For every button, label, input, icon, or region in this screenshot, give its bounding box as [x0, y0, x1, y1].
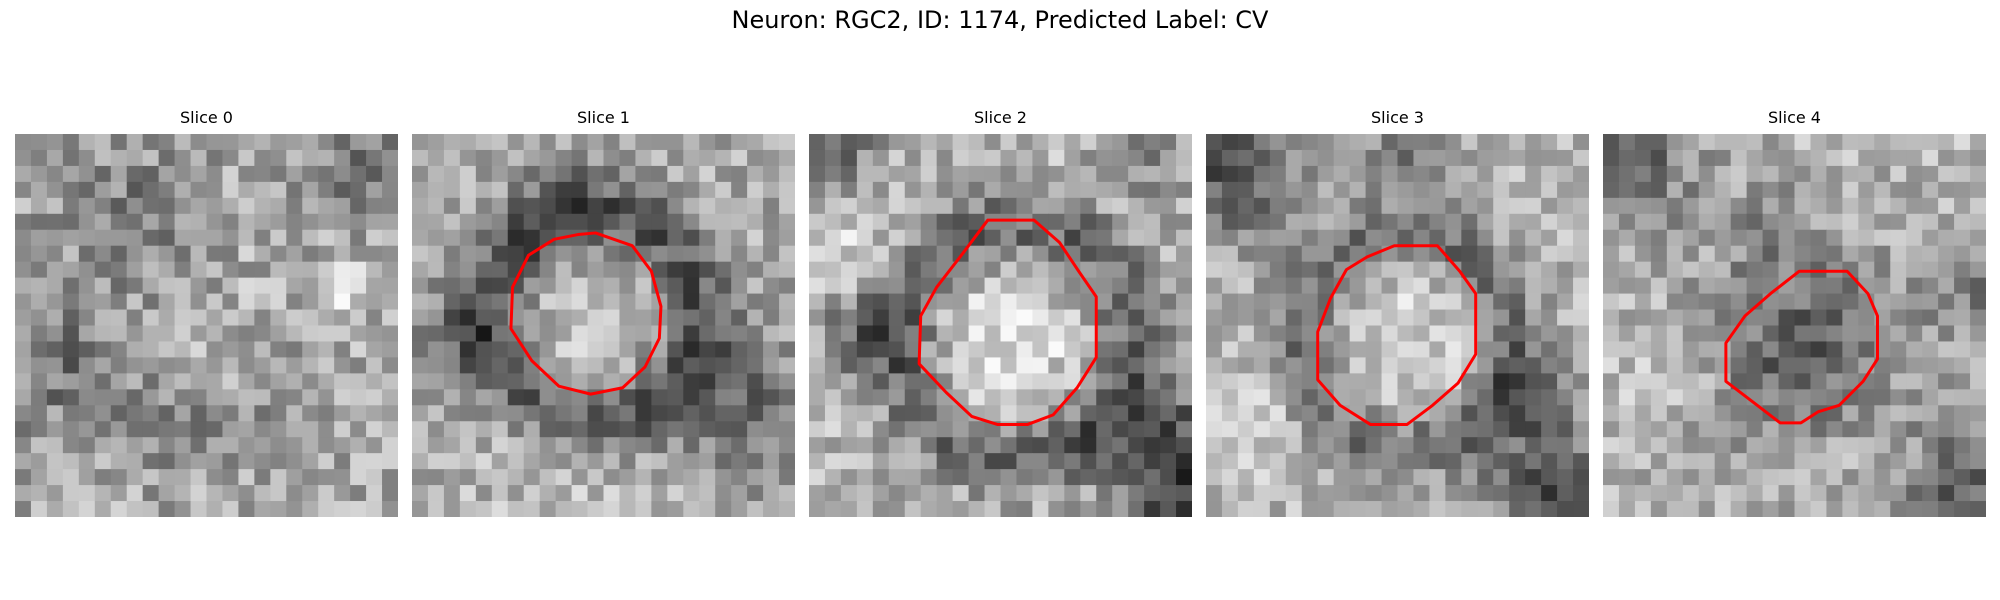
slice-panel: Slice 3: [1206, 108, 1589, 520]
slice-image: [1603, 134, 1986, 517]
figure-title: Neuron: RGC2, ID: 1174, Predicted Label:…: [731, 6, 1269, 34]
slice-title: Slice 0: [180, 108, 233, 127]
slice-panel: Slice 1: [412, 108, 795, 520]
cell-contour: [509, 231, 663, 396]
slice-title: Slice 4: [1768, 108, 1821, 127]
slice-title: Slice 2: [974, 108, 1027, 127]
cell-contour: [1316, 244, 1478, 426]
slice-panel: Slice 2: [809, 108, 1192, 520]
cell-contour: [1724, 269, 1879, 425]
slice-panel: Slice 4: [1603, 108, 1986, 520]
slice-panel: Slice 0: [15, 108, 398, 520]
cell-contour: [917, 218, 1098, 426]
slice-image: [1206, 134, 1589, 517]
slice-image: [412, 134, 795, 517]
slice-image: [809, 134, 1192, 517]
slice-image: [15, 134, 398, 517]
slice-title: Slice 3: [1371, 108, 1424, 127]
slice-title: Slice 1: [577, 108, 630, 127]
